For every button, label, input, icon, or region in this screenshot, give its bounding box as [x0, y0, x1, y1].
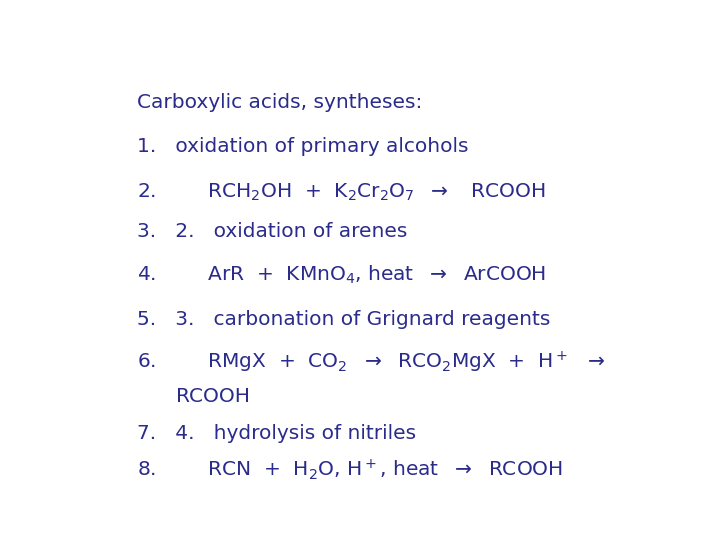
Text: 7.   4.   hydrolysis of nitriles: 7. 4. hydrolysis of nitriles [138, 424, 417, 443]
Text: 5.   3.   carbonation of Grignard reagents: 5. 3. carbonation of Grignard reagents [138, 309, 551, 329]
Text: 6.        RMgX  +  CO$_2$  $\rightarrow$  RCO$_2$MgX  +  H$^+$  $\rightarrow$: 6. RMgX + CO$_2$ $\rightarrow$ RCO$_2$Mg… [138, 349, 606, 375]
Text: 3.   2.   oxidation of arenes: 3. 2. oxidation of arenes [138, 222, 408, 241]
Text: 8.        RCN  +  H$_2$O, H$^+$, heat  $\rightarrow$  RCOOH: 8. RCN + H$_2$O, H$^+$, heat $\rightarro… [138, 458, 564, 482]
Text: 2.        RCH$_2$OH  +  K$_2$Cr$_2$O$_7$  $\rightarrow$   RCOOH: 2. RCH$_2$OH + K$_2$Cr$_2$O$_7$ $\righta… [138, 182, 546, 203]
Text: RCOOH: RCOOH [176, 387, 251, 406]
Text: 4.        ArR  +  KMnO$_4$, heat  $\rightarrow$  ArCOOH: 4. ArR + KMnO$_4$, heat $\rightarrow$ Ar… [138, 264, 546, 286]
Text: Carboxylic acids, syntheses:: Carboxylic acids, syntheses: [138, 93, 423, 112]
Text: 1.   oxidation of primary alcohols: 1. oxidation of primary alcohols [138, 137, 469, 156]
